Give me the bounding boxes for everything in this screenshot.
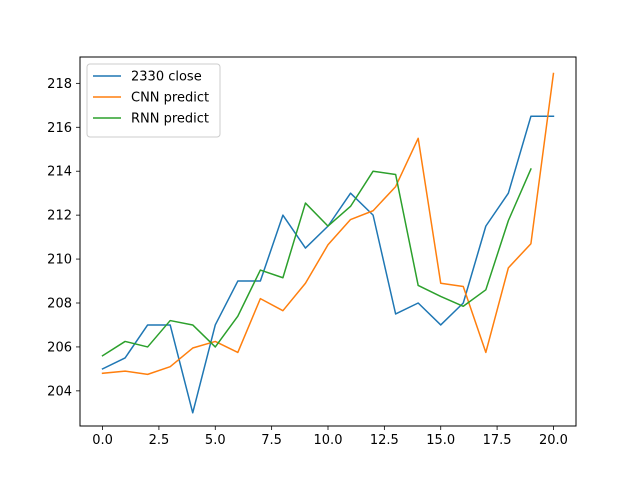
y-tick-label: 216 (47, 121, 72, 136)
x-tick-label: 12.5 (370, 433, 399, 448)
y-tick-label: 214 (47, 165, 72, 180)
y-tick-label: 208 (47, 297, 72, 312)
y-tick-label: 218 (47, 77, 72, 92)
x-tick-label: 0.0 (92, 433, 113, 448)
legend-label-1: 2330 close (131, 70, 202, 85)
x-tick-label: 17.5 (483, 433, 512, 448)
series-line-3 (101, 168, 532, 357)
series-layer (101, 72, 555, 414)
x-tick-label: 2.5 (149, 433, 170, 448)
y-tick-label: 206 (47, 340, 72, 355)
x-tick-label: 10.0 (314, 433, 343, 448)
x-tick-label: 15.0 (426, 433, 455, 448)
y-tick-label: 212 (47, 209, 72, 224)
tick-layer: 0.0 2.5 5.0 7.5 10.0 12.5 15.0 17.5 20.0 204 206 20… (47, 77, 568, 448)
legend: 2330 close CNN predict RNN predict (86, 63, 221, 138)
legend-label-3: RNN predict (131, 112, 209, 127)
x-tick-label: 5.0 (205, 433, 226, 448)
x-tick-label: 20.0 (539, 433, 568, 448)
y-tick-label: 204 (47, 384, 72, 399)
y-tick-label: 210 (47, 253, 72, 268)
legend-label-2: CNN predict (131, 91, 209, 106)
x-tick-label: 7.5 (261, 433, 282, 448)
series-line-2 (101, 72, 555, 376)
